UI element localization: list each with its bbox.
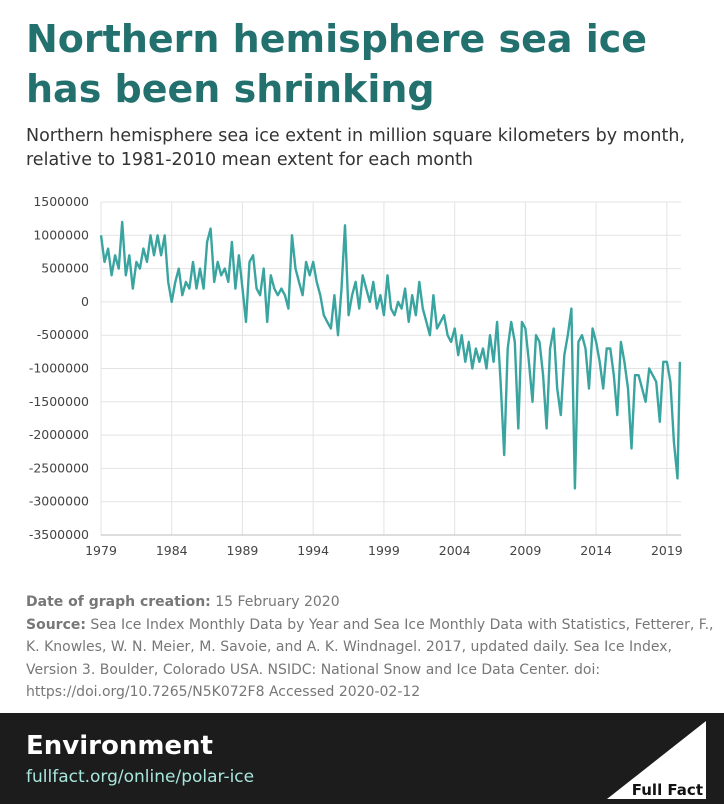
y-tick-label: -1500000 xyxy=(29,394,89,409)
logo: Full Fact xyxy=(607,721,706,799)
logo-shape xyxy=(607,721,706,799)
title: Northern hemisphere sea ice has been shr… xyxy=(26,17,648,111)
source: Sea Ice Index Monthly Data by Year and S… xyxy=(26,616,714,701)
footer: Environment fullfact.org/online/polar-ic… xyxy=(0,713,724,804)
x-tick-label: 2004 xyxy=(439,543,471,558)
date: 15 February 2020 xyxy=(215,594,340,610)
x-tick-label: 2009 xyxy=(509,543,541,558)
url[interactable]: fullfact.org/online/polar-ice xyxy=(26,767,255,787)
x-tick-label: 1999 xyxy=(368,543,400,558)
x-tick-label: 1989 xyxy=(227,543,259,558)
notes: Date of graph creation: 15 February 2020… xyxy=(26,591,716,704)
y-tick-label: 0 xyxy=(81,294,89,309)
x-tick-label: 2019 xyxy=(651,543,683,558)
data-line xyxy=(99,220,682,490)
date-label: Date of graph creation: xyxy=(26,594,211,610)
section: Environment xyxy=(26,731,213,761)
x-tick-label: 1979 xyxy=(85,543,117,558)
y-tick-label: 500000 xyxy=(41,261,89,276)
y-tick-label: -3000000 xyxy=(29,494,89,509)
y-tick-label: -500000 xyxy=(37,327,89,342)
source-label: Source: xyxy=(26,616,86,633)
y-tick-label: -2500000 xyxy=(29,460,89,475)
x-tick-label: 1994 xyxy=(297,543,329,558)
x-tick-label: 1984 xyxy=(156,543,188,558)
y-tick-label: -3500000 xyxy=(29,527,89,542)
source-line: Source: Sea Ice Index Monthly Data by Ye… xyxy=(26,614,716,704)
chart: 1500000 1000000 500000 0 -500000 -1000000 -150… xyxy=(29,194,683,558)
y-tick-label: 1000000 xyxy=(33,227,89,242)
logo-text: Full Fact xyxy=(632,781,703,799)
y-tick-label: -2000000 xyxy=(29,427,89,442)
subtitle: Northern hemisphere sea ice extent in mi… xyxy=(26,126,686,170)
y-tick-label: 1500000 xyxy=(33,194,89,209)
date-line: Date of graph creation: 15 February 2020 xyxy=(26,591,716,614)
x-tick-label: 2014 xyxy=(580,543,612,558)
y-tick-label: -1000000 xyxy=(29,361,89,376)
